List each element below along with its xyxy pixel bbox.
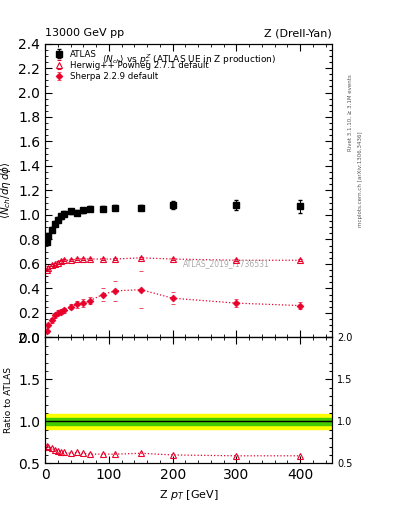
Text: 13000 GeV pp: 13000 GeV pp: [45, 28, 124, 38]
Text: Rivet 3.1.10, ≥ 3.1M events: Rivet 3.1.10, ≥ 3.1M events: [348, 74, 353, 151]
Text: $\langle N_{ch}\rangle$ vs $p_T^Z$ (ATLAS UE in Z production): $\langle N_{ch}\rangle$ vs $p_T^Z$ (ATLA…: [101, 52, 276, 67]
Legend: ATLAS, Herwig++ Powheg 2.7.1 default, Sherpa 2.2.9 default: ATLAS, Herwig++ Powheg 2.7.1 default, Sh…: [50, 48, 211, 82]
Text: mcplots.cern.ch [arXiv:1306.3436]: mcplots.cern.ch [arXiv:1306.3436]: [358, 132, 363, 227]
Text: ATLAS_2019_I1736531: ATLAS_2019_I1736531: [183, 260, 269, 268]
Y-axis label: $\langle N_{ch}/d\eta\, d\phi \rangle$: $\langle N_{ch}/d\eta\, d\phi \rangle$: [0, 162, 13, 219]
Y-axis label: Ratio to ATLAS: Ratio to ATLAS: [4, 368, 13, 433]
X-axis label: Z $p_T$ [GeV]: Z $p_T$ [GeV]: [159, 488, 219, 502]
Text: Z (Drell-Yan): Z (Drell-Yan): [264, 28, 332, 38]
